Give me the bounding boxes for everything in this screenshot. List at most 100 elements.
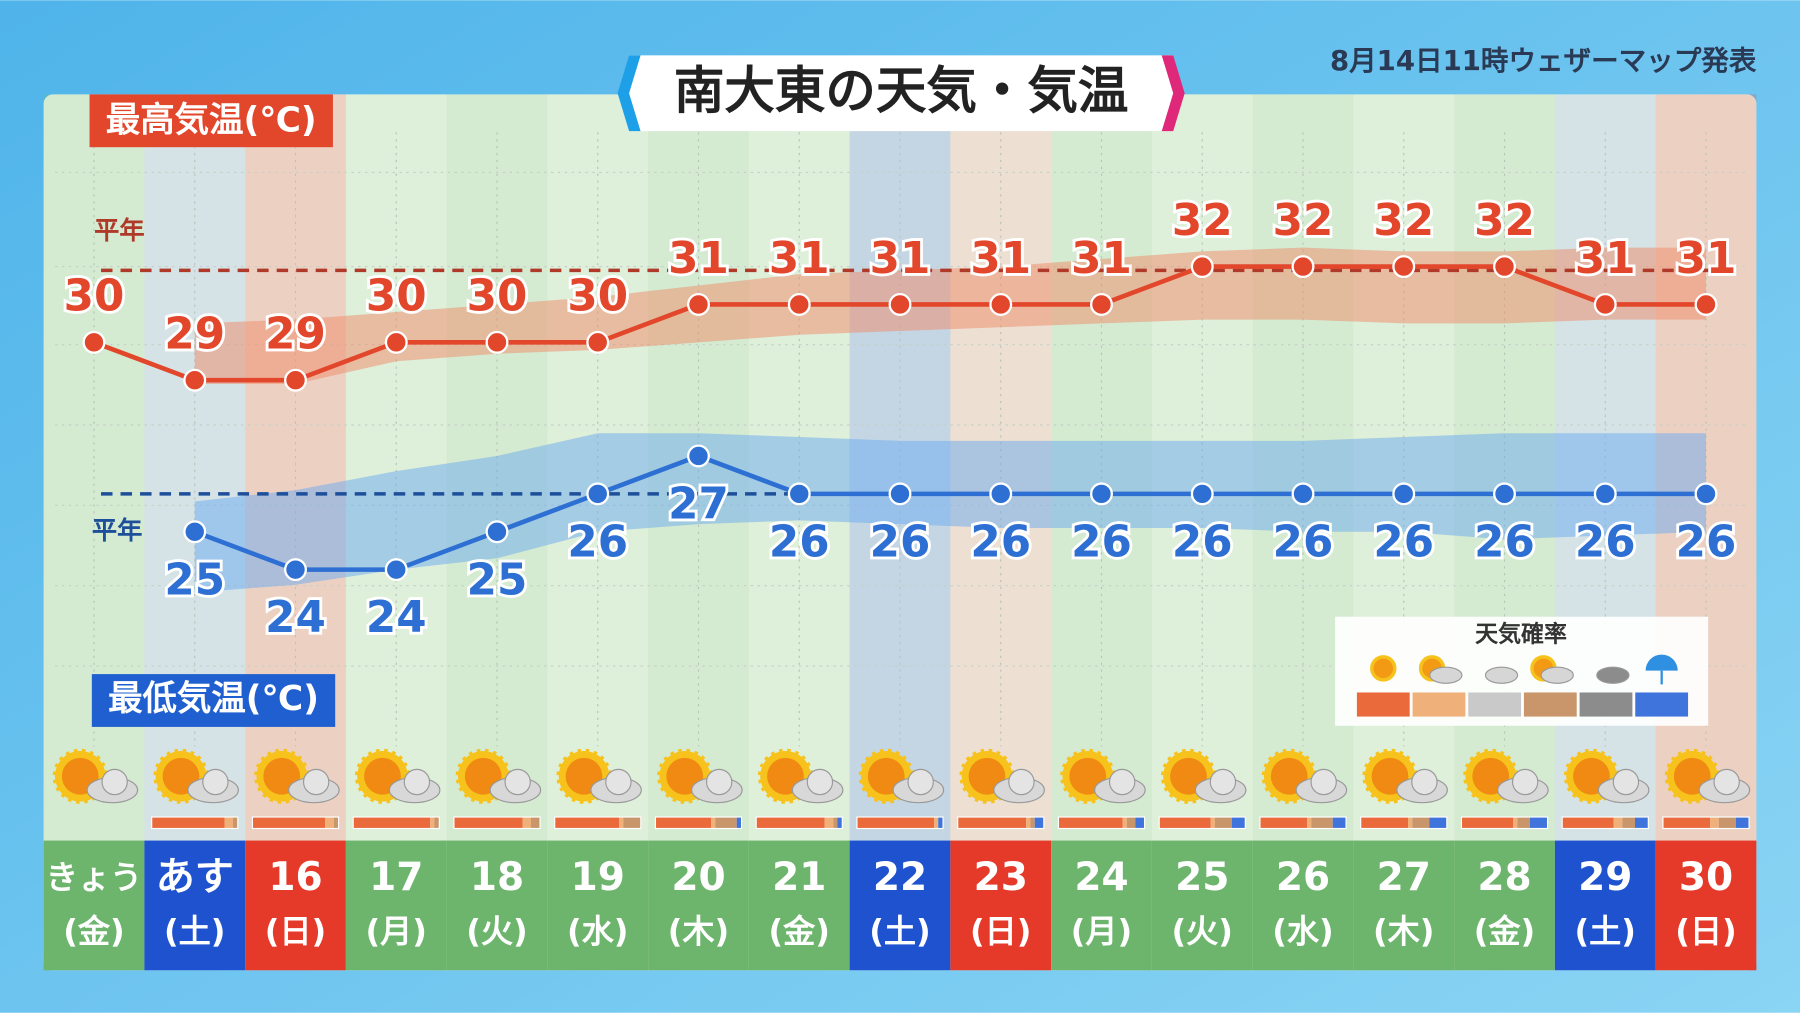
day-cell: [1353, 840, 1455, 971]
weekday-label: (日): [265, 913, 327, 951]
temp-label: 32: [1474, 196, 1535, 246]
prob-segment: [824, 817, 834, 828]
prob-segment: [1034, 817, 1044, 828]
cloud: [1310, 768, 1337, 796]
temp-point: [687, 292, 710, 316]
temp-label: 31: [970, 234, 1031, 284]
weather-icon: [1563, 748, 1650, 804]
legend-swatch: [1523, 692, 1577, 717]
prob-segment: [232, 817, 238, 828]
prob-segment: [333, 817, 338, 828]
temp-label: 25: [164, 555, 225, 605]
temp-point: [787, 482, 811, 506]
prob-segment: [434, 817, 439, 828]
temp-point: [1493, 255, 1516, 279]
day-label: 18: [470, 855, 524, 900]
legend-swatch: [1579, 692, 1633, 717]
temp-point: [888, 482, 912, 506]
temp-point: [384, 330, 408, 354]
cloud: [1008, 768, 1035, 796]
prob-segment: [933, 817, 939, 828]
column-tint: [43, 94, 145, 841]
temp-label: 29: [164, 310, 225, 360]
weather-icon: [254, 748, 340, 804]
prob-segment: [1512, 817, 1518, 828]
legend-icon: [1530, 655, 1574, 684]
temp-label: 27: [668, 480, 729, 530]
cloud: [202, 768, 229, 796]
day-cell: [144, 840, 246, 971]
day-label: あす: [156, 855, 234, 900]
temp-label: 26: [769, 517, 830, 567]
temp-point: [687, 444, 710, 468]
low-label-box: [91, 674, 336, 727]
legend: 天気確率: [1335, 616, 1709, 726]
temp-line: [193, 453, 1707, 572]
prob-segment: [1663, 817, 1711, 828]
chart-title: 南大東の天気・気温: [674, 61, 1129, 120]
cloud: [1612, 768, 1640, 796]
day-cell: [1151, 840, 1253, 971]
temp-label: 31: [870, 234, 931, 284]
prob-segment: [1159, 817, 1211, 828]
weekday-label: (土): [1575, 913, 1637, 951]
prob-segment: [555, 817, 619, 828]
temp-label: 26: [567, 517, 628, 567]
prob-segment: [837, 817, 842, 828]
prob-segment: [618, 817, 624, 828]
temp-label: 30: [467, 272, 528, 322]
day-cell: [648, 840, 749, 971]
weekday-label: (水): [567, 913, 629, 951]
cloud: [1209, 768, 1237, 796]
cloud: [302, 768, 330, 796]
temp-label: 25: [467, 555, 528, 605]
range-band: [194, 433, 1707, 593]
prob-segment: [736, 817, 741, 828]
weekday-label: (日): [1675, 913, 1737, 951]
weekday-label: (日): [970, 913, 1032, 951]
prob-segment: [833, 817, 838, 828]
temp-label: 26: [870, 517, 931, 567]
day-label: 30: [1679, 855, 1733, 900]
temp-point: [989, 292, 1013, 316]
prob-segment: [1126, 817, 1136, 828]
temp-point: [183, 368, 207, 392]
title-bracket: [617, 55, 641, 132]
weather-icon: [1060, 748, 1146, 804]
day-cell: [1252, 840, 1354, 971]
day-label: きょう: [46, 859, 142, 897]
temp-label: 26: [1273, 517, 1334, 567]
weather-icon: [556, 748, 642, 804]
legend-icon: [1596, 666, 1630, 684]
prob-segment: [1026, 817, 1031, 828]
legend-icon: [1418, 655, 1463, 684]
low-label: 最低気温(℃): [108, 679, 319, 719]
title-bracket: [1161, 55, 1185, 132]
weather-icon: [858, 748, 945, 804]
weather-icon: [657, 748, 743, 804]
weather-icon: [1261, 748, 1348, 804]
weather-icon: [1664, 748, 1751, 804]
temp-label: 31: [1575, 234, 1636, 284]
temp-point: [1090, 482, 1113, 506]
weekday-label: (火): [1172, 913, 1233, 951]
cloud: [907, 768, 934, 796]
prob-segment: [1529, 817, 1547, 828]
temp-point: [1392, 482, 1416, 506]
temp-point: [989, 482, 1013, 506]
cloud: [1411, 768, 1438, 796]
prob-segment: [1562, 817, 1614, 828]
prob-segment: [1735, 817, 1749, 828]
weekday-label: (水): [1272, 913, 1334, 951]
prob-segment: [353, 817, 431, 828]
day-cell: [849, 840, 951, 971]
cloud: [1429, 666, 1463, 684]
day-label: 24: [1074, 855, 1128, 900]
temp-label: 26: [1676, 517, 1737, 567]
day-cell: [1655, 840, 1757, 971]
legend-title: 天気確率: [1475, 621, 1567, 648]
temp-point: [284, 368, 307, 392]
prob-segment: [1710, 817, 1719, 828]
cloud: [1484, 666, 1519, 684]
